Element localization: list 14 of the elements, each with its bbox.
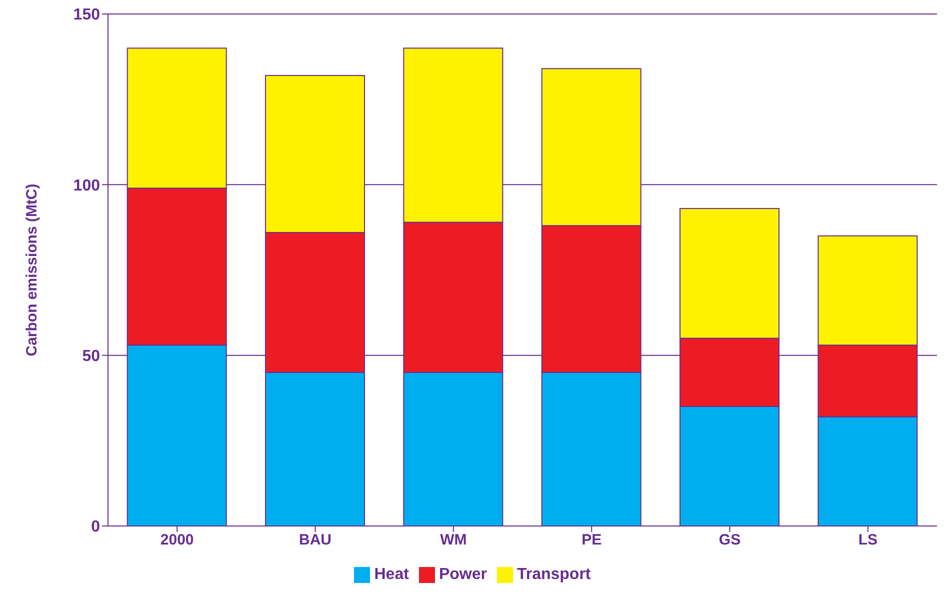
y-tick-label: 100 [73,177,100,194]
x-tick-label: WM [440,532,467,549]
legend-label: Heat [374,566,409,583]
x-tick-label: GS [718,532,741,549]
x-tick-label: 2000 [160,532,194,549]
y-axis-title: Carbon emissions (MtC) [23,184,40,356]
legend-label: Transport [516,566,591,583]
y-tick-label: 50 [82,348,100,366]
x-tick-label: PE [582,532,602,549]
legend-label: Power [438,566,487,583]
y-tick-label: 0 [91,518,100,536]
x-tick-label: BAU [299,532,332,549]
x-tick-label: LS [858,532,878,549]
y-tick-label: 150 [73,6,100,24]
